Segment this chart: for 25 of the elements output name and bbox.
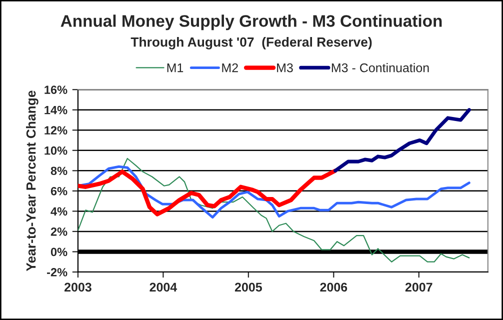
y-tick-label: 14% <box>44 106 68 114</box>
y-tick-label: 16% <box>44 86 68 94</box>
x-tick-label: 2006 <box>320 282 348 292</box>
y-tick-label: 8% <box>50 166 68 176</box>
y-axis-title: Year-to-Year Percent Change <box>26 90 38 272</box>
y-tick-label: 6% <box>50 186 68 196</box>
x-tick-label: 2007 <box>405 282 432 292</box>
legend-label: M2 <box>222 63 238 72</box>
line-series <box>334 108 471 172</box>
y-tick-label: 0% <box>50 248 68 256</box>
legend-label: M3 - Continuation <box>332 63 429 72</box>
x-tick-label: 2004 <box>150 282 178 292</box>
line-series <box>78 158 470 262</box>
y-tick-label: 2% <box>50 228 68 236</box>
line-series <box>78 168 338 216</box>
chart-subtitle: Through August '07 (Federal Reserve) <box>130 37 372 50</box>
legend-label: M1 <box>167 64 184 72</box>
chart-title: Annual Money Supply Growth - M3 Continuation <box>60 14 442 30</box>
y-tick-label: 10% <box>44 146 68 155</box>
legend-label: M3 <box>277 63 293 72</box>
y-tick-label: -2% <box>47 268 68 276</box>
x-tick-label: 2005 <box>234 282 262 292</box>
x-tick-label: 2003 <box>64 282 92 292</box>
y-tick-label: 4% <box>50 207 68 216</box>
y-tick-label: 12% <box>44 126 68 135</box>
